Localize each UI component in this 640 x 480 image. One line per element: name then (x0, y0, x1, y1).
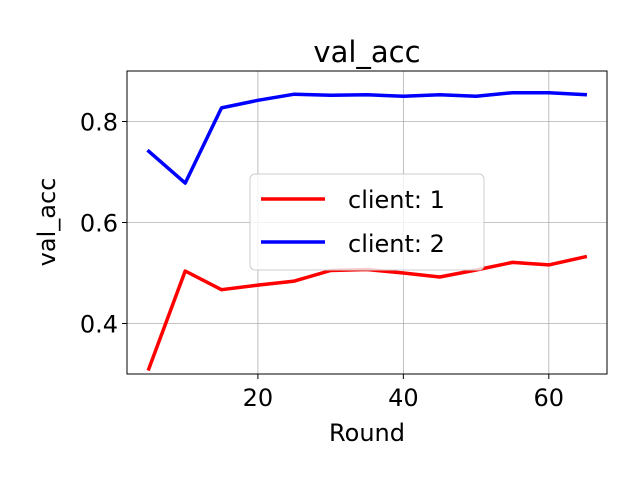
series-line-client-1 (146, 254, 588, 372)
x-tick-label: 60 (534, 384, 565, 412)
y-tick-label: 0.8 (80, 109, 118, 137)
legend-label-client-1: client: 1 (348, 186, 445, 214)
x-tick-label: 40 (388, 384, 419, 412)
series-line-client-2 (146, 90, 588, 185)
y-tick-label: 0.4 (80, 311, 118, 339)
x-axis-title: Round (329, 419, 405, 447)
legend-label-client-2: client: 2 (348, 230, 445, 258)
legend: client: 1 client: 2 (249, 173, 485, 271)
chart-title: val_acc (313, 35, 420, 69)
y-tick-label: 0.6 (80, 210, 118, 238)
x-tick-label: 20 (243, 384, 274, 412)
axis-ticks: 20 40 60 0.4 0.6 0.8 (80, 109, 564, 413)
y-axis-title: val_acc (33, 178, 61, 267)
